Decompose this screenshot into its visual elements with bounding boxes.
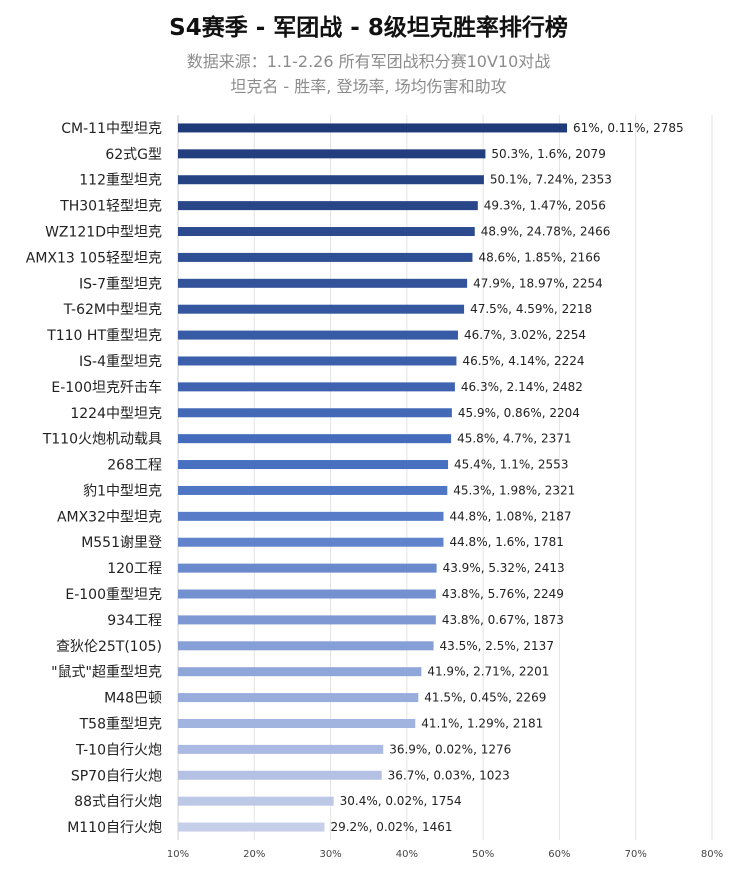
data-label: 45.3%, 1.98%, 2321 [453, 483, 575, 497]
data-label: 43.5%, 2.5%, 2137 [440, 639, 554, 653]
bar [178, 822, 325, 832]
category-label: 268工程 [107, 458, 162, 474]
data-label: 48.9%, 24.78%, 2466 [481, 225, 611, 239]
bar [178, 175, 484, 185]
bar [178, 278, 468, 288]
category-label: T58重型坦克 [79, 716, 162, 732]
category-label: 112重型坦克 [79, 173, 162, 189]
bar [178, 330, 458, 340]
chart-subtitle-2: 坦克名 - 胜率, 登场率, 场均伤害和助攻 [230, 77, 507, 96]
category-label: 1224中型坦克 [70, 406, 162, 422]
data-label: 41.1%, 1.29%, 2181 [421, 716, 543, 730]
data-label: 30.4%, 0.02%, 1754 [340, 794, 462, 808]
bar [178, 615, 436, 625]
bar [178, 511, 444, 521]
data-label: 49.3%, 1.47%, 2056 [484, 199, 606, 213]
category-label: T-10自行火炮 [75, 742, 162, 758]
data-label: 45.9%, 0.86%, 2204 [458, 406, 580, 420]
bar [178, 744, 384, 754]
data-label: 46.5%, 4.14%, 2224 [462, 354, 584, 368]
category-label: AMX32中型坦克 [57, 509, 162, 525]
category-label: IS-4重型坦克 [79, 354, 162, 370]
category-label: TH301轻型坦克 [59, 199, 162, 215]
data-label: 44.8%, 1.6%, 1781 [449, 535, 563, 549]
data-label: 36.9%, 0.02%, 1276 [389, 742, 511, 756]
category-label: IS-7重型坦克 [79, 276, 162, 292]
data-label: 43.9%, 5.32%, 2413 [443, 561, 565, 575]
bar [178, 434, 452, 444]
category-label: CM-11中型坦克 [61, 121, 162, 137]
category-label: M110自行火炮 [67, 820, 162, 836]
bar [178, 693, 419, 703]
chart-title: S4赛季 - 军团战 - 8级坦克胜率排行榜 [169, 15, 568, 41]
x-tick-label: 40% [396, 849, 418, 860]
category-label: M551谢里登 [81, 535, 162, 551]
category-label: T110火炮机动载具 [42, 432, 162, 448]
bar [178, 201, 478, 211]
data-label: 47.9%, 18.97%, 2254 [473, 276, 603, 290]
bar [178, 563, 437, 573]
bar [178, 485, 448, 495]
bar [178, 667, 422, 677]
bar [178, 718, 416, 728]
category-label: "鼠式"超重型坦克 [51, 665, 162, 681]
category-label: T-62M中型坦克 [63, 302, 162, 318]
category-label: SP70自行火炮 [71, 768, 162, 784]
data-label: 45.8%, 4.7%, 2371 [457, 432, 571, 446]
data-label: 61%, 0.11%, 2785 [573, 121, 684, 135]
data-label: 45.4%, 1.1%, 2553 [454, 458, 568, 472]
data-label: 41.9%, 2.71%, 2201 [427, 665, 549, 679]
x-tick-label: 60% [548, 849, 570, 860]
data-label: 41.5%, 0.45%, 2269 [424, 691, 546, 705]
data-label: 50.3%, 1.6%, 2079 [491, 147, 605, 161]
data-label: 43.8%, 0.67%, 1873 [442, 613, 564, 627]
category-label: T110 HT重型坦克 [46, 328, 162, 344]
category-label: 88式自行火炮 [74, 794, 162, 810]
bar [178, 770, 382, 780]
data-label: 44.8%, 1.08%, 2187 [449, 509, 571, 523]
bar [178, 123, 568, 133]
bar [178, 460, 449, 470]
data-label: 48.6%, 1.85%, 2166 [478, 250, 600, 264]
bar [178, 252, 473, 262]
chart-subtitle-1: 数据来源：1.1-2.26 所有军团战积分赛10V10对战 [186, 52, 551, 71]
data-label: 36.7%, 0.03%, 1023 [388, 768, 510, 782]
bar [178, 304, 465, 314]
x-tick-label: 80% [701, 849, 723, 860]
category-label: 62式G型 [105, 147, 162, 163]
x-tick-label: 20% [243, 849, 265, 860]
category-label: AMX13 105轻型坦克 [26, 250, 162, 266]
data-label: 50.1%, 7.24%, 2353 [490, 173, 612, 187]
category-label: 查狄伦25T(105) [56, 639, 162, 655]
bar [178, 356, 457, 366]
x-tick-label: 70% [625, 849, 647, 860]
category-label: 934工程 [107, 613, 162, 629]
category-label: 豹1中型坦克 [83, 483, 162, 499]
x-tick-label: 50% [472, 849, 494, 860]
category-label: M48巴顿 [104, 691, 162, 707]
bar [178, 641, 434, 651]
bar [178, 382, 455, 392]
category-label: 120工程 [107, 561, 162, 577]
x-tick-label: 30% [319, 849, 341, 860]
category-label: WZ121D中型坦克 [45, 225, 162, 241]
data-label: 46.3%, 2.14%, 2482 [461, 380, 583, 394]
bar [178, 149, 486, 159]
bar [178, 227, 475, 237]
bar [178, 589, 436, 599]
bar [178, 537, 444, 547]
category-label: E-100重型坦克 [65, 587, 162, 603]
data-label: 43.8%, 5.76%, 2249 [442, 587, 564, 601]
category-label: E-100坦克歼击车 [51, 379, 162, 396]
data-label: 46.7%, 3.02%, 2254 [464, 328, 586, 342]
data-label: 29.2%, 0.02%, 1461 [330, 820, 452, 834]
x-tick-label: 10% [167, 849, 189, 860]
bar [178, 408, 452, 418]
data-label: 47.5%, 4.59%, 2218 [470, 302, 592, 316]
bar [178, 796, 334, 806]
